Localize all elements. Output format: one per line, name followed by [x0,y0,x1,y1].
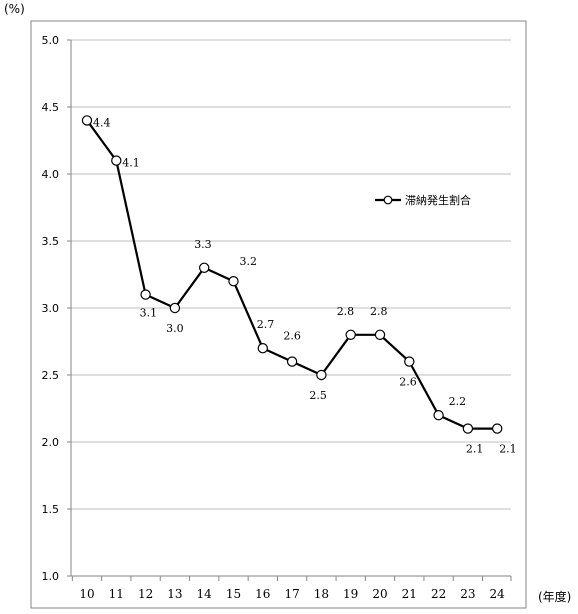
data-point-marker [462,423,474,434]
x-tick-label: 22 [431,587,446,601]
y-tick-label: 2.5 [42,369,60,382]
legend: 滞納発生割合 [375,193,471,207]
legend-label: 滞納発生割合 [405,193,471,207]
y-tick-label: 5.0 [42,34,60,47]
data-label: 2.5 [309,389,327,402]
x-tick-label: 14 [197,587,213,601]
axes [67,39,512,581]
data-label: 2.1 [499,443,517,456]
y-tick-label: 4.0 [42,168,60,181]
x-tick-label: 18 [314,587,329,601]
data-point-marker [492,423,503,434]
data-point-marker [404,356,415,367]
data-label: 2.6 [399,376,417,389]
data-point-marker [140,289,151,300]
data-point-marker [198,262,210,273]
data-point-marker [228,276,239,287]
data-label: 2.2 [449,395,467,408]
data-point-marker [433,410,444,421]
data-point-marker [111,155,122,166]
y-tick-labels: 1.0 1.5 2.0 2.5 3.0 3.5 4.0 4.5 5.0 [42,34,60,583]
data-label: 3.1 [140,307,158,320]
data-point-marker [81,115,93,126]
x-tick-label: 11 [109,587,124,601]
data-point-marker [374,329,386,340]
x-tick-label: 24 [490,587,506,601]
y-tick-label: 3.0 [42,302,60,315]
y-tick-label: 3.5 [42,235,60,248]
data-point-marker [286,356,298,367]
data-label: 2.7 [257,318,275,331]
data-label: 2.8 [370,305,388,318]
x-tick-label: 16 [255,587,270,601]
x-tick-label: 21 [402,587,417,601]
y-tick-label: 1.5 [42,503,60,516]
legend-marker-sample [383,195,393,205]
gridlines [71,39,511,510]
x-axis-unit-label: (年度) [538,590,572,604]
x-tick-label: 19 [343,587,358,601]
data-label: 2.1 [466,443,484,456]
data-point-marker [345,329,356,340]
data-point-marker [316,369,327,381]
x-tick-label: 10 [79,587,94,601]
data-point-marker [257,343,268,354]
x-tick-label: 13 [167,587,182,601]
x-tick-label: 15 [226,587,241,601]
x-tick-label: 20 [372,587,387,601]
chart-frame [30,20,527,609]
data-label: 3.3 [194,238,212,251]
data-point-marker [169,302,181,314]
data-label: 3.2 [240,255,258,268]
x-tick-labels: 10 11 12 13 14 15 16 17 18 19 20 21 22 23 24 [79,587,505,601]
y-tick-label: 2.0 [42,436,60,449]
x-tick-label: 17 [284,587,299,601]
data-label: 4.4 [93,116,111,129]
y-tick-label: 1.0 [42,570,60,583]
y-axis-unit-label: (%) [4,2,25,16]
y-tick-label: 4.5 [42,101,60,114]
data-label: 2.6 [283,330,301,343]
data-label: 2.8 [337,305,355,318]
data-label: 4.1 [122,157,140,170]
series-line-group [81,115,503,434]
data-labels: 4.4 4.1 3.1 3.0 3.3 3.2 2.7 2.6 2.5 2.8 2.8 2.6 2.2 2… [93,116,517,455]
data-label: 3.0 [166,322,184,335]
x-tick-label: 12 [138,587,153,601]
x-tick-label: 23 [460,587,475,601]
